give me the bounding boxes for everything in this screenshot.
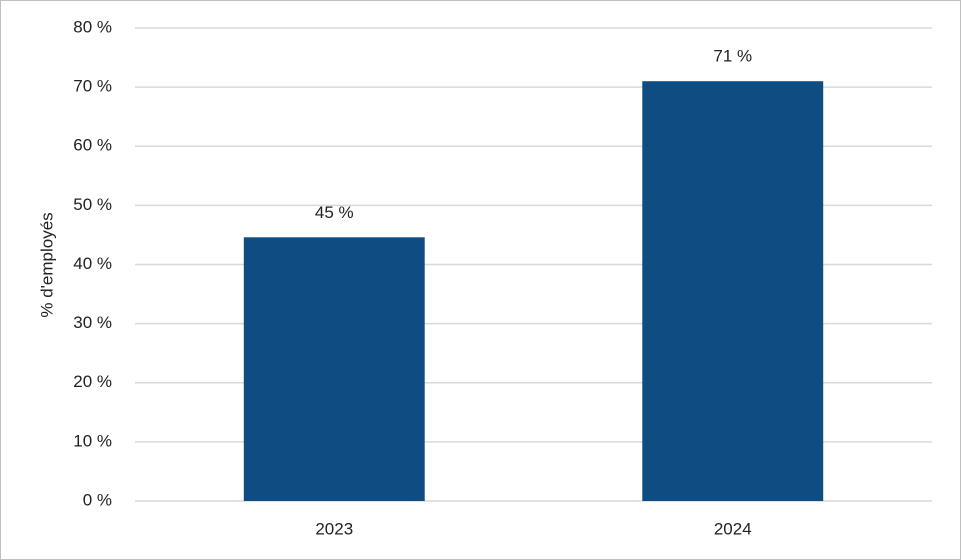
x-tick-label: 2023: [315, 519, 353, 538]
data-label: 71 %: [713, 47, 752, 66]
y-tick-label: 50 %: [73, 195, 112, 214]
y-tick-label: 60 %: [73, 136, 112, 155]
bar: [243, 237, 425, 502]
y-axis-label: % d'employés: [37, 212, 56, 317]
y-tick-label: 0 %: [83, 490, 112, 509]
data-label: 45 %: [315, 203, 354, 222]
x-tick-label: 2024: [714, 519, 752, 538]
y-tick-label: 40 %: [73, 254, 112, 273]
y-tick-label: 80 %: [73, 17, 112, 36]
y-tick-label: 20 %: [73, 372, 112, 391]
y-tick-label: 30 %: [73, 313, 112, 332]
y-tick-label: 10 %: [73, 431, 112, 450]
bar: [642, 81, 824, 502]
y-tick-label: 70 %: [73, 77, 112, 96]
